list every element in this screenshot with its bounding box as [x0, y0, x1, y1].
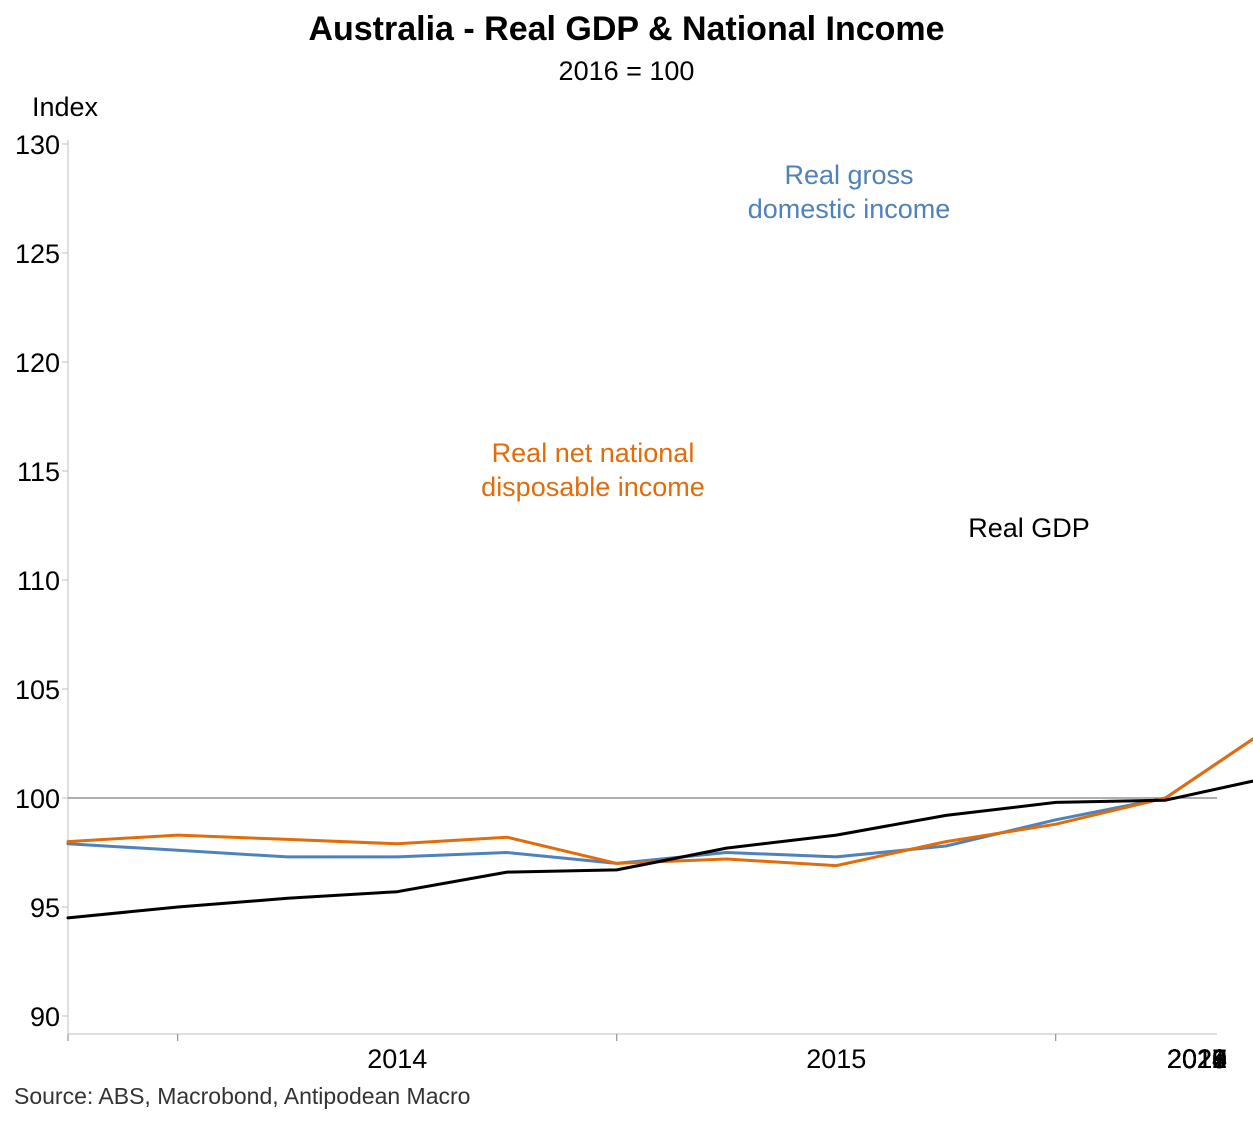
source-note: Source: ABS, Macrobond, Antipodean Macro — [14, 1083, 471, 1109]
x-tick-label: 2023 — [1167, 1044, 1227, 1074]
y-tick-label: 95 — [30, 893, 60, 923]
series-label-line: Real GDP — [968, 513, 1090, 543]
series-label-1: Real net national disposable income — [481, 438, 705, 502]
x-tick-label: 2022 — [1167, 1044, 1227, 1074]
y-tick-label: 100 — [15, 784, 60, 814]
series-label-line: Real gross — [784, 160, 913, 190]
series-labels-layer: Real gross domestic income Real net nation… — [481, 160, 1090, 543]
x-tick-label: 2015 — [806, 1044, 866, 1074]
y-tick-label: 125 — [15, 239, 60, 269]
x-tick-label: 2017 — [1167, 1044, 1227, 1074]
chart-title: Australia - Real GDP & National Income — [308, 10, 945, 48]
y-tick-label: 120 — [15, 348, 60, 378]
y-tick-label: 105 — [15, 675, 60, 705]
series-label-line: Real net national — [492, 438, 695, 468]
x-tick-label: 2014 — [367, 1044, 427, 1074]
series-line-1 — [66, 737, 1253, 868]
x-tick-label: 2021 — [1167, 1044, 1227, 1074]
y-tick-label: 110 — [17, 566, 60, 596]
series-label-2: Real GDP — [968, 513, 1090, 543]
series-label-line: disposable income — [481, 472, 705, 502]
x-tick-label: 2019 — [1167, 1044, 1227, 1074]
x-tick-label: 2024 — [1167, 1044, 1227, 1074]
series-label-0: Real gross domestic income — [748, 160, 951, 224]
series-layer — [66, 737, 1253, 920]
series-line-2 — [66, 779, 1253, 920]
x-tick-label: 2016 — [1167, 1044, 1227, 1074]
series-label-line: domestic income — [748, 194, 951, 224]
axes-layer: 90 95 100 105 110 115 120 125 130 2014 2015 2016201… — [15, 130, 1227, 1074]
x-tick-label: 2020 — [1167, 1044, 1227, 1074]
series-line-0 — [66, 737, 1253, 865]
y-tick-label: 90 — [30, 1002, 60, 1032]
x-tick-label: 2018 — [1167, 1044, 1227, 1074]
chart-subtitle: 2016 = 100 — [558, 56, 695, 86]
y-tick-label: 130 — [15, 130, 60, 160]
y-tick-label: 115 — [17, 457, 60, 487]
y-axis-label: Index — [32, 92, 99, 122]
